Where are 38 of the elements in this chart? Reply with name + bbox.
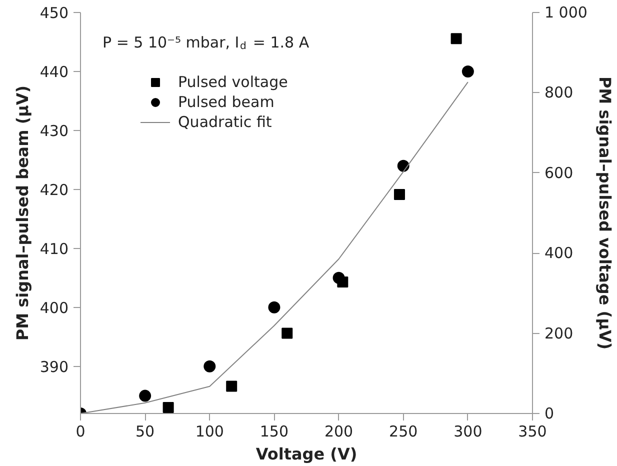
x-tick-label: 50 [136,422,155,440]
point [204,360,216,372]
y-tick-label: 420 [40,180,69,199]
point [397,160,410,172]
y-tick-label: 400 [40,298,69,317]
point [162,402,174,413]
point [394,189,405,200]
y-tick-label: 430 [40,122,69,140]
legend-label: Pulsed beam [178,93,274,111]
legend-label: Pulsed voltage [178,73,288,91]
x-tick-label: 350 [518,422,547,440]
y2-tick-label: 400 [544,244,574,262]
y-tick-label: 410 [40,240,69,258]
x-tick-label: 200 [324,422,354,440]
y-axis-title: PM signal–pulsed beam (µV) [12,85,32,341]
y-tick-label: 440 [40,62,69,81]
x-tick-label: 100 [195,422,224,440]
point [139,390,152,402]
legend-label: Quadratic fit [178,113,272,131]
y2-tick-label: 200 [544,324,574,342]
x-tick-label: 300 [454,422,482,440]
x-tick-label: 150 [260,422,289,440]
x-tick-label: 0 [76,422,86,440]
point [226,380,238,392]
point [462,65,474,78]
point [450,33,462,44]
x-axis-title: Voltage (V) [256,444,358,464]
y-tick-label: 450 [40,4,69,22]
point [332,272,345,284]
point [282,328,293,339]
y-tick-label: 390 [40,358,69,376]
y2-tick-label: 1 000 [544,4,588,22]
y2-axis-title: PM signal–pulsed voltage (µV) [595,76,614,350]
y2-tick-label: 0 [544,404,554,422]
y2-tick-label: 600 [544,164,574,182]
y2-tick-label: 800 [544,84,574,102]
x-tick-label: 250 [389,422,418,440]
point [268,301,280,314]
